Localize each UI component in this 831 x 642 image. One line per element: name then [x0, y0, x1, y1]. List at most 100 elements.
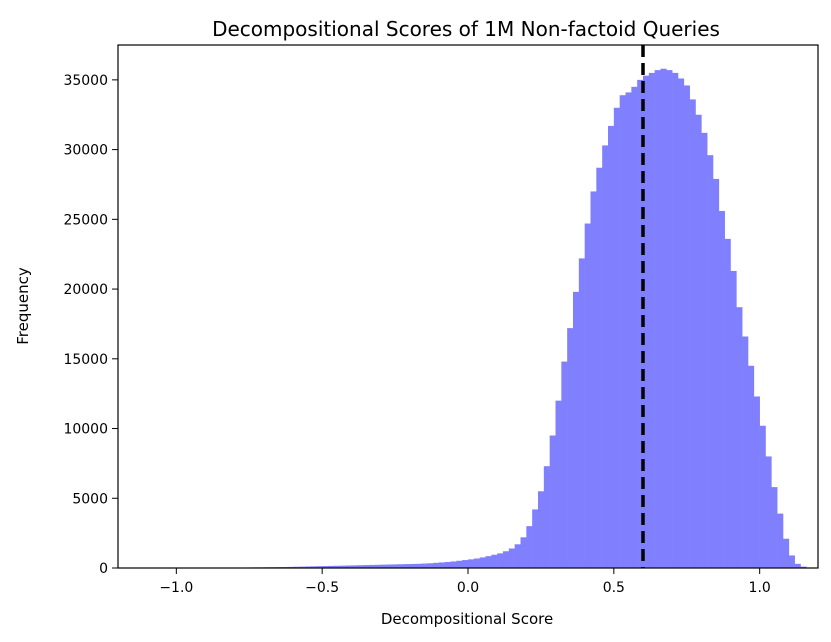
y-tick-label: 15000	[63, 352, 108, 368]
histogram-bar	[351, 565, 358, 568]
histogram-bar	[322, 566, 329, 568]
y-tick-label: 10000	[63, 422, 108, 438]
histogram-bar	[549, 435, 556, 568]
histogram-bar	[398, 564, 405, 568]
histogram-bar	[433, 562, 440, 568]
histogram-bar	[485, 556, 492, 568]
x-axis-label: Decompositional Score	[381, 610, 553, 628]
x-tick-label: 0.5	[603, 580, 625, 596]
x-tick-label: 0.0	[457, 580, 479, 596]
x-tick-label: 1.0	[749, 580, 771, 596]
histogram-bar	[310, 566, 317, 568]
histogram-bar	[666, 70, 673, 568]
histogram-bar	[608, 125, 615, 568]
histogram-bar	[421, 563, 428, 568]
histogram-bar	[450, 561, 457, 568]
histogram-bar	[438, 562, 445, 568]
histogram-bar	[532, 509, 539, 568]
histogram-bar	[567, 328, 574, 568]
y-tick-label: 0	[99, 561, 108, 577]
y-tick-label: 30000	[63, 143, 108, 159]
histogram-bar	[596, 167, 603, 569]
histogram-bar	[339, 565, 346, 568]
histogram-bar	[654, 70, 661, 568]
histogram-bar	[584, 223, 591, 568]
histogram-bar	[304, 566, 311, 568]
histogram-bar	[613, 107, 620, 568]
histogram-bar	[777, 513, 784, 568]
y-tick-label: 25000	[63, 212, 108, 228]
histogram-bar	[555, 400, 562, 568]
histogram-bar	[590, 191, 597, 568]
histogram-bar	[783, 538, 790, 568]
histogram-bar	[456, 560, 463, 568]
x-tick-label: −0.5	[305, 580, 339, 596]
histogram-bar	[538, 491, 545, 568]
histogram-bar	[748, 365, 755, 568]
histogram-bar	[386, 564, 393, 568]
histogram-bar	[345, 565, 352, 568]
histogram-bar	[689, 99, 696, 568]
histogram-bar	[718, 210, 725, 568]
histogram-bar	[701, 132, 708, 569]
histogram-bar	[660, 68, 667, 569]
histogram-bar	[573, 291, 580, 568]
x-axis: −1.0 −0.5 0.0 0.5 1.0	[159, 568, 771, 596]
histogram-bar	[380, 564, 387, 568]
x-tick-label: −1.0	[159, 580, 193, 596]
histogram-bar	[368, 564, 375, 568]
y-tick-label: 35000	[63, 73, 108, 89]
histogram-bar	[526, 526, 533, 568]
histogram-bar	[648, 72, 655, 568]
histogram-bar	[753, 396, 760, 568]
histogram-bar	[713, 178, 720, 568]
histogram-bar	[491, 554, 498, 568]
histogram-bar	[392, 564, 399, 568]
histogram-bar	[298, 566, 305, 568]
histogram-bar	[503, 551, 510, 568]
y-tick-label: 20000	[63, 282, 108, 298]
y-axis: 0 5000 10000 15000 20000 25000 30000 35000	[63, 73, 118, 577]
histogram-bar	[602, 145, 609, 569]
histogram-bar	[514, 544, 521, 568]
histogram-bar	[800, 566, 807, 568]
histogram-bar	[497, 553, 504, 568]
histogram-bar	[316, 566, 323, 568]
chart-title: Decompositional Scores of 1M Non-factoid…	[212, 17, 720, 41]
histogram-bar	[742, 336, 749, 568]
histogram-bar	[794, 563, 801, 568]
histogram-bar	[619, 95, 626, 569]
histogram-bar	[724, 238, 731, 569]
histogram-bar	[473, 558, 480, 568]
histogram-bar	[637, 79, 644, 569]
histogram-bar	[672, 72, 679, 568]
histogram-bar	[578, 258, 585, 568]
histogram-bar	[293, 566, 300, 568]
histogram-bar	[403, 564, 410, 568]
histogram-bar	[328, 565, 335, 568]
y-tick-label: 5000	[72, 491, 108, 507]
histogram-bar	[543, 466, 550, 568]
histogram-bar	[561, 361, 568, 568]
histogram-bar	[695, 114, 702, 568]
histogram-bar	[444, 562, 451, 568]
histogram-bar	[508, 548, 515, 568]
histogram-bar	[788, 555, 795, 568]
histogram-bar	[730, 270, 737, 568]
histogram-bar	[736, 307, 743, 568]
histogram-bar	[363, 565, 370, 568]
histogram-bar	[678, 78, 685, 568]
histogram-bar	[374, 564, 381, 568]
histogram-bar	[409, 563, 416, 568]
histogram-bar	[468, 559, 475, 568]
histogram-bar	[765, 456, 772, 568]
histogram-bar	[771, 487, 778, 568]
histogram-bar	[683, 85, 690, 568]
histogram-bar	[707, 155, 714, 568]
histogram-bar	[520, 537, 527, 568]
histogram-bar	[462, 560, 469, 568]
histogram-bars	[147, 68, 819, 569]
histogram-bar	[333, 565, 340, 568]
histogram-bar	[631, 86, 638, 568]
